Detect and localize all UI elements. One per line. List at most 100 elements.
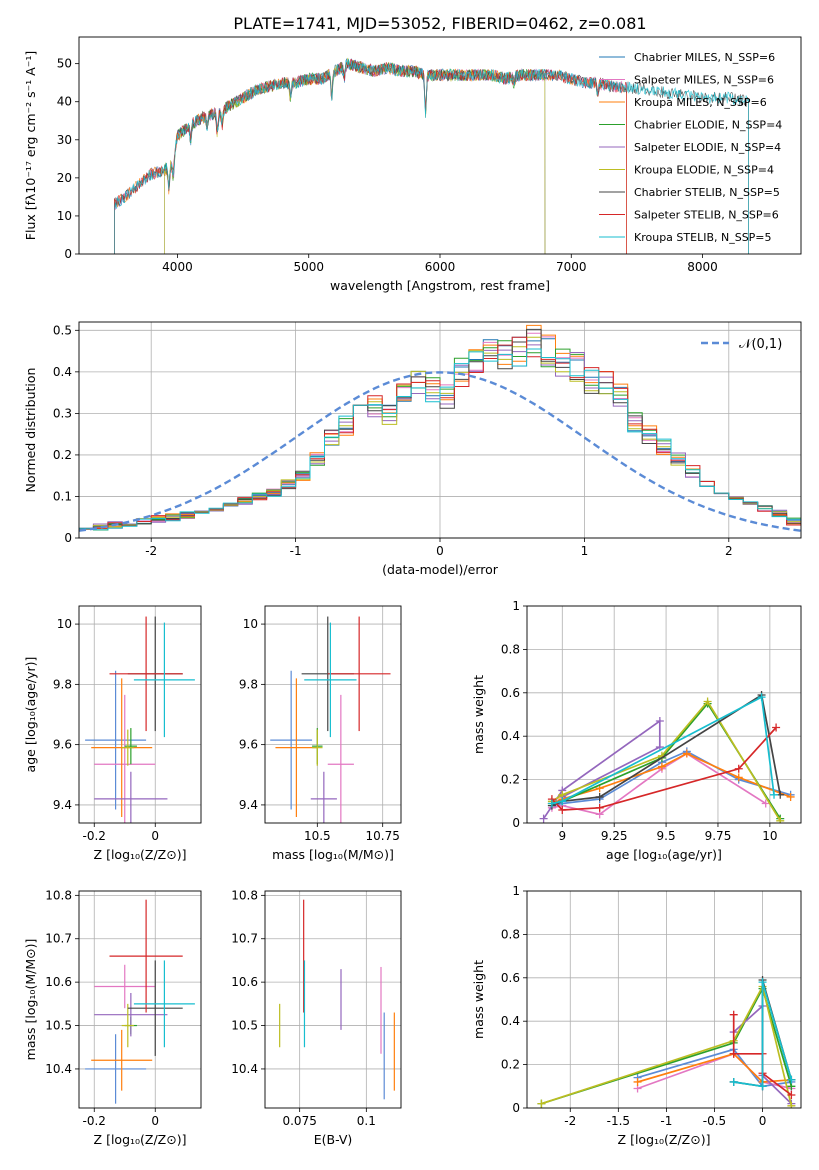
axes-z-weights: -2 -1.5 -1 -0.5 0 0 0.2 0.4 0.6 0.8 1 Z [log₁₀(Z/Z⊙… [471, 884, 801, 1147]
errorbar-point [270, 670, 313, 810]
legend-entry: Kroupa STELIB, N_SSP=5 [634, 231, 772, 244]
x-tick-label: 5000 [293, 260, 324, 274]
errorbar-point [109, 899, 183, 1013]
x-axis-label: Z [log₁₀(Z/Z⊙)] [618, 1132, 711, 1147]
x-tick-label: 10 [762, 829, 777, 843]
errorbar-point [127, 960, 183, 1056]
y-tick-label: 9.4 [53, 798, 72, 812]
weight-point-marker [547, 799, 556, 808]
y-axis-label: age [log₁₀(age/yr)] [23, 657, 38, 773]
y-tick-label: 0.6 [501, 686, 520, 700]
weight-point-marker [633, 1077, 642, 1086]
y-tick-label: 10.7 [231, 932, 258, 946]
plot-frame [78, 36, 802, 255]
spectrum-series-line [114, 59, 627, 254]
histogram-series-step [79, 348, 801, 531]
x-tick-label: 10.75 [366, 829, 400, 843]
x-tick-label: -0.2 [83, 829, 106, 843]
y-tick-label: 9.4 [239, 798, 258, 812]
x-tick-label: 0 [151, 829, 159, 843]
legend-entry: Kroupa ELODIE, N_SSP=4 [634, 164, 774, 177]
weight-point-marker [539, 814, 548, 823]
y-tick-label: 50 [57, 57, 72, 71]
plot-frame [264, 890, 402, 1109]
y-tick-label: 0.2 [501, 1058, 520, 1072]
y-tick-label: 10.4 [231, 1062, 258, 1076]
weight-point-marker [703, 697, 712, 706]
y-tick-label: 0 [64, 531, 72, 545]
weight-point-marker [657, 762, 666, 771]
legend-entry: Salpeter ELODIE, N_SSP=4 [634, 141, 781, 154]
weight-point-marker [787, 1090, 796, 1099]
weight-series-line [541, 986, 793, 1105]
errorbar-point [85, 670, 147, 810]
y-tick-label: 20 [57, 171, 72, 185]
weight-point-marker [786, 792, 795, 801]
x-axis-label: Z [log₁₀(Z/Z⊙)] [94, 847, 187, 862]
weight-series-line [541, 984, 793, 1107]
x-tick-label: -1 [660, 1114, 672, 1128]
errorbar-point [275, 678, 318, 817]
x-tick-label: 6000 [425, 260, 456, 274]
weight-point-marker [655, 717, 664, 726]
weight-point-marker [787, 1075, 796, 1084]
y-tick-label: 10 [57, 209, 72, 223]
weight-point-marker [537, 1099, 546, 1108]
x-tick-label: 7000 [556, 260, 587, 274]
x-tick-label: 9 [558, 829, 566, 843]
weight-series-line [637, 1052, 792, 1083]
weight-point-marker [729, 1010, 738, 1019]
x-axis-label: age [log₁₀(age/yr)] [606, 847, 722, 862]
y-tick-label: 0.8 [501, 642, 520, 656]
y-tick-label: 0 [512, 1101, 520, 1115]
errorbar-point [94, 771, 168, 823]
x-tick-label: 0.1 [357, 1114, 376, 1128]
x-tick-label: -1.5 [607, 1114, 630, 1128]
x-tick-label: 1 [581, 544, 589, 558]
plot-frame [78, 321, 802, 539]
legend-entry: Chabrier ELODIE, N_SSP=4 [634, 119, 782, 132]
errorbar-points [279, 899, 395, 1100]
figure-title: PLATE=1741, MJD=53052, FIBERID=0462, z=0… [233, 14, 646, 33]
weight-series [729, 978, 796, 1091]
y-tick-label: 40 [57, 95, 72, 109]
y-tick-label: 0.6 [501, 971, 520, 985]
weight-series-line [733, 981, 793, 1088]
x-tick-label: 4000 [162, 260, 193, 274]
weight-series [547, 693, 779, 808]
weight-point-marker [761, 799, 770, 808]
x-tick-label: 9.5 [657, 829, 676, 843]
y-tick-label: 0 [64, 247, 72, 261]
x-tick-label: -1 [290, 544, 302, 558]
y-tick-label: 9.8 [239, 677, 258, 691]
y-tick-label: 10 [243, 617, 258, 631]
x-tick-label: -0.2 [83, 1114, 106, 1128]
plot-frame [526, 605, 802, 824]
errorbar-point [310, 771, 337, 823]
y-tick-label: 10.8 [45, 888, 72, 902]
axes-mass-age: 10.5 10.75 9.4 9.6 9.8 10 mass [log₁₀(M/M⊙)] [239, 606, 401, 862]
y-tick-label: 10.6 [231, 975, 258, 989]
x-tick-label: 0.075 [282, 1114, 316, 1128]
errorbar-point [94, 694, 156, 823]
y-axis-label: mass weight [471, 675, 486, 754]
x-axis-label: wavelength [Angstrom, rest frame] [330, 278, 550, 293]
x-tick-label: 0 [436, 544, 444, 558]
x-tick-label: -2 [145, 544, 157, 558]
legend: Chabrier MILES, N_SSP=6 Salpeter MILES, N… [599, 51, 782, 244]
errorbar-point [327, 694, 354, 823]
y-axis-label: mass [log₁₀(M/M⊙)] [23, 939, 38, 1061]
legend: 𝒩(0,1) [701, 337, 782, 352]
y-tick-label: 0.4 [501, 1014, 520, 1028]
x-tick-label: 8000 [687, 260, 718, 274]
weight-point-marker [772, 723, 781, 732]
x-tick-label: 10.5 [304, 829, 331, 843]
x-tick-label: -2 [564, 1114, 576, 1128]
legend-entry: Chabrier MILES, N_SSP=6 [634, 51, 775, 64]
weight-point-marker [558, 805, 567, 814]
y-tick-label: 0.5 [53, 323, 72, 337]
x-tick-label: 2 [725, 544, 733, 558]
weight-point-marker [682, 749, 691, 758]
errorbar-point [312, 729, 323, 766]
